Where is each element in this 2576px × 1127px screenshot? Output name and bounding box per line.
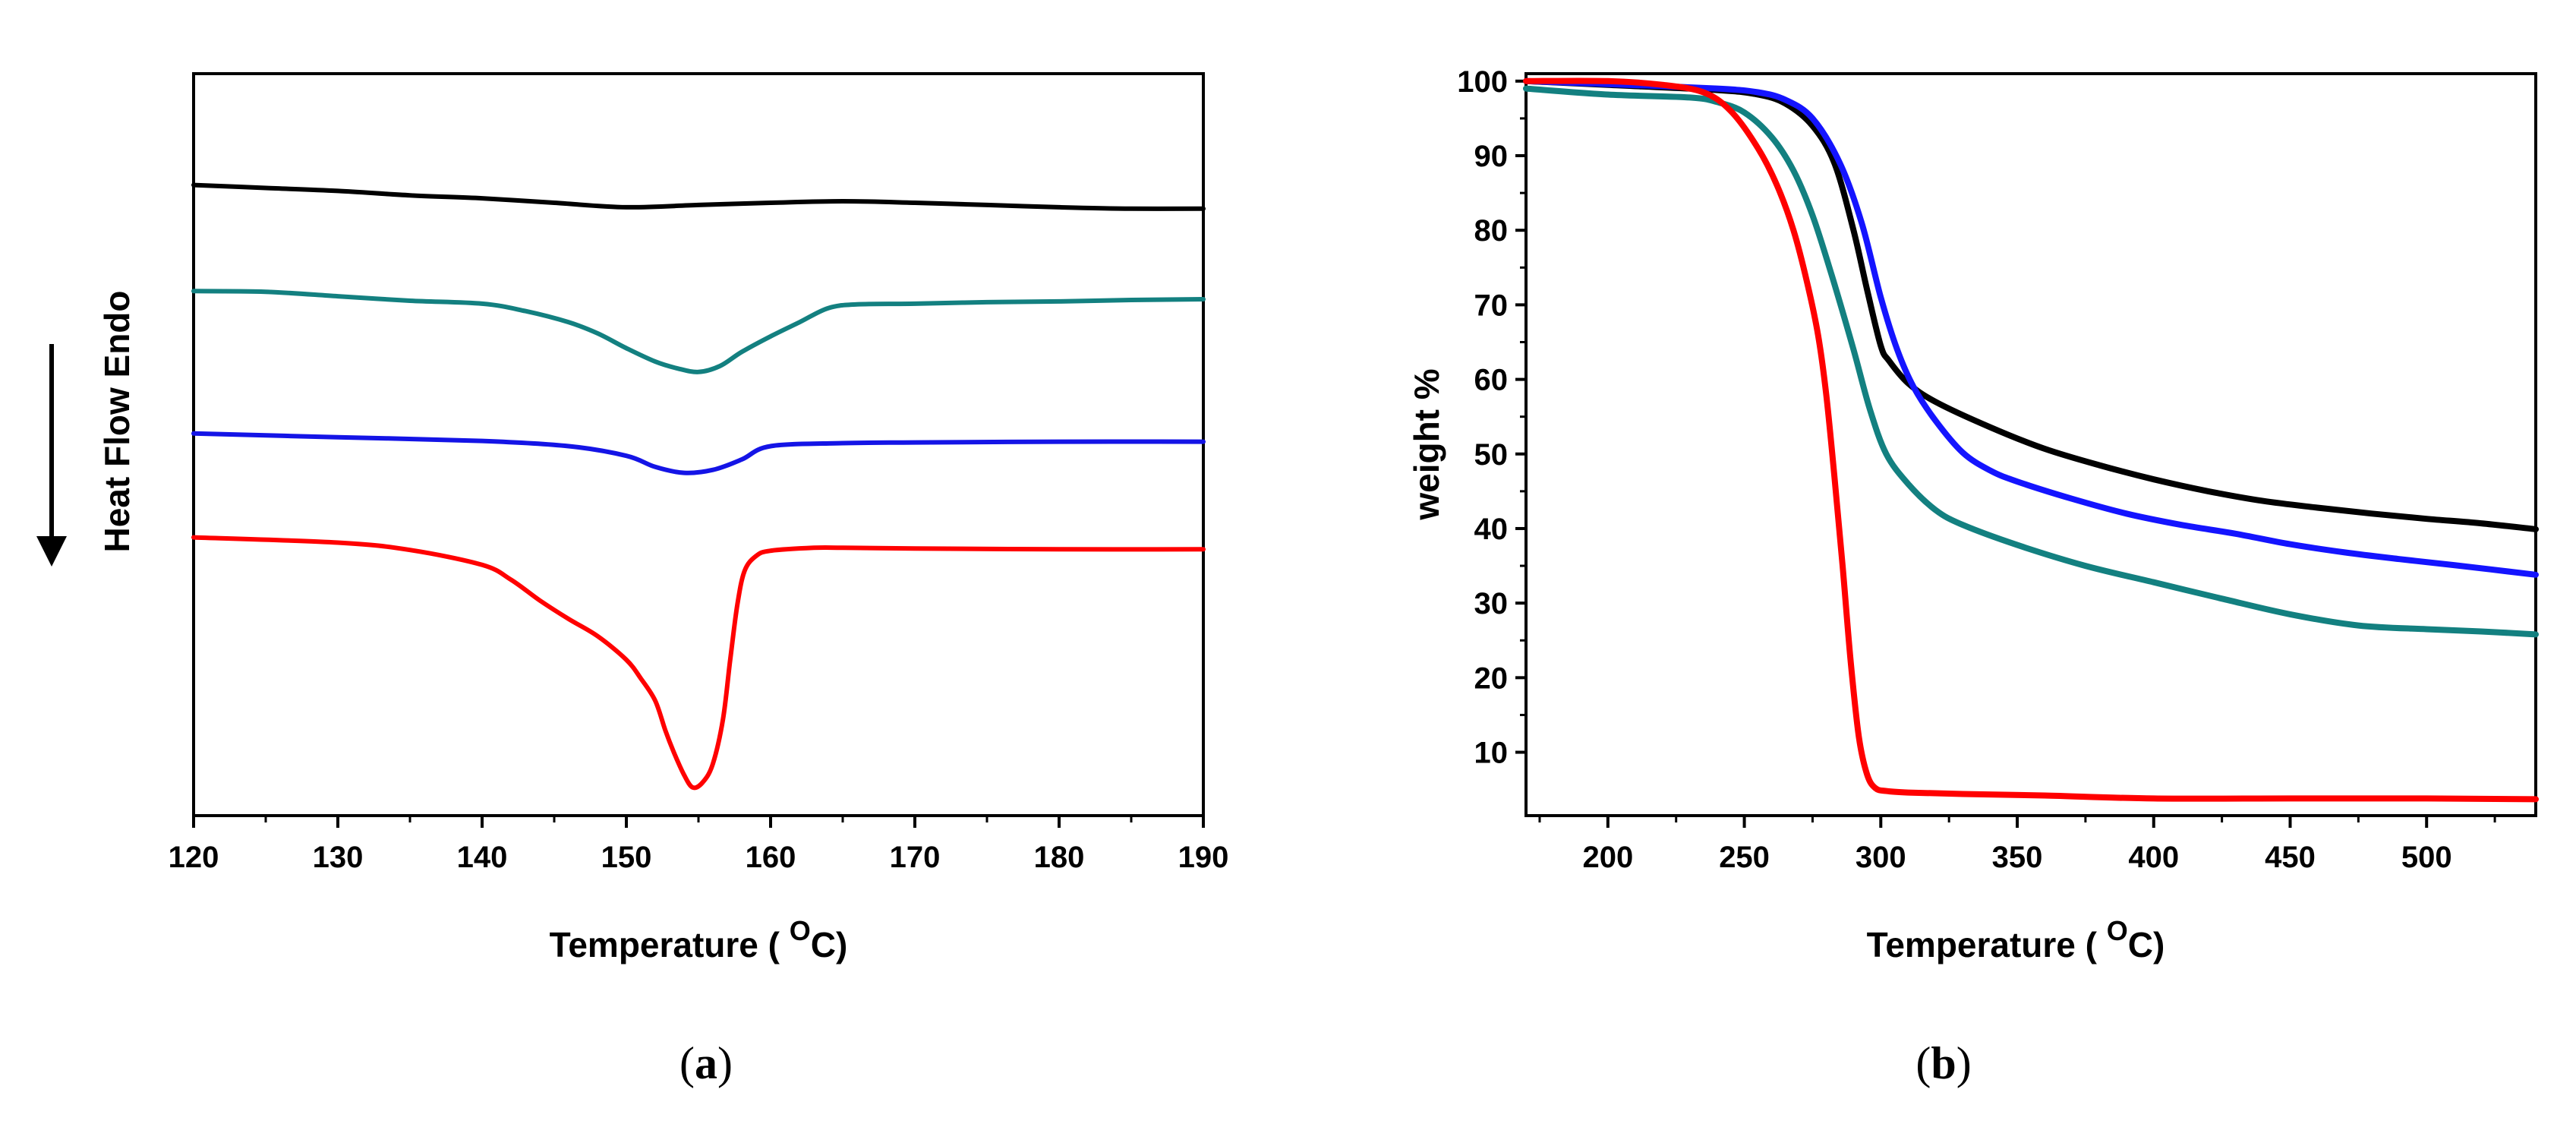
panel-b-x-axis-title: Temperature ( OC): [1867, 915, 2165, 964]
panel-a-series-black-line: [191, 182, 1206, 211]
panel-b-x-tick-label: 400: [2128, 841, 2179, 874]
panel-b-y-tick-label: 20: [1474, 661, 1509, 695]
panel-a-x-axis-title: Temperature ( OC): [550, 915, 848, 964]
panel-b-series-teal-line: [1523, 85, 2539, 638]
panel-b-tga-plot: 200 250 300 350 400 450 500 10 20 30 40 50 60 70 80 90…: [1407, 65, 2539, 1088]
panel-a-x-tick-label: 120: [169, 841, 219, 874]
panel-a-x-title-main: Temperature (: [550, 925, 790, 964]
panel-a-dsc-plot: 120 130 140 150 160 170 180 190 Heat Flow Endo …: [36, 72, 1229, 1088]
panel-a-x-tick-label: 140: [457, 841, 508, 874]
panel-a-endo-arrow-icon: [36, 536, 67, 567]
panel-b-series-blue-line: [1523, 77, 2539, 578]
panel-b-y-tick-label: 30: [1474, 587, 1509, 620]
panel-b-x-title-end: C): [2128, 925, 2165, 964]
panel-b-x-tick-label: 250: [1719, 841, 1770, 874]
panel-b-x-tick-label: 350: [1992, 841, 2043, 874]
panel-a-x-tick-label: 180: [1034, 841, 1085, 874]
panel-b-series-lines: [1523, 77, 2539, 803]
panel-b-y-tick-label: 70: [1474, 289, 1509, 322]
panel-a-series-lines: [191, 182, 1206, 791]
panel-b-series-red-line: [1523, 77, 2539, 803]
panel-b-y-tick-label: 10: [1474, 737, 1509, 770]
panel-b-y-tick-label: 100: [1457, 65, 1508, 99]
panel-a-x-ticks: 120 130 140 150 160 170 180 190: [169, 816, 1229, 874]
panel-b-plot-frame: [1524, 72, 2537, 817]
panel-a-plot-frame: [192, 72, 1205, 817]
panel-b-series-black-line: [1523, 77, 2539, 532]
panel-a-x-title-sup: O: [790, 915, 811, 946]
panel-b-x-tick-label: 300: [1856, 841, 1906, 874]
panel-a-x-tick-label: 160: [746, 841, 796, 874]
panel-b-x-title-main: Temperature (: [1867, 925, 2107, 964]
panel-b-x-ticks: 200 250 300 350 400 450 500: [1538, 816, 2496, 874]
panel-b-y-tick-label: 50: [1474, 438, 1509, 472]
panel-a-x-title-end: C): [811, 925, 848, 964]
panel-a-x-tick-label: 150: [601, 841, 652, 874]
panel-b-x-tick-label: 450: [2265, 841, 2316, 874]
panel-b-x-tick-label: 500: [2401, 841, 2452, 874]
panel-a-series-red-line: [191, 535, 1206, 791]
panel-a-y-axis-title: Heat Flow Endo: [97, 291, 137, 553]
panel-b-x-tick-label: 200: [1582, 841, 1633, 874]
panel-b-y-tick-label: 60: [1474, 364, 1509, 397]
panel-b-y-tick-label: 40: [1474, 513, 1509, 546]
panel-a-label: (a): [679, 1038, 733, 1088]
panel-a-x-tick-label: 130: [313, 841, 364, 874]
panel-a-series-blue-line: [191, 431, 1206, 475]
panel-b-y-tick-label: 90: [1474, 140, 1509, 173]
panel-b-y-tick-label: 80: [1474, 214, 1509, 248]
panel-a-series-teal-line: [191, 289, 1206, 374]
panel-a-x-tick-label: 170: [890, 841, 941, 874]
panel-b-label: (b): [1915, 1038, 1971, 1088]
panel-b-x-title-sup: O: [2107, 915, 2128, 946]
panel-b-y-ticks: 10 20 30 40 50 60 70 80 90 100: [1457, 65, 1526, 770]
panel-a-x-tick-label: 190: [1178, 841, 1229, 874]
panel-b-y-axis-title: weight %: [1407, 368, 1446, 520]
